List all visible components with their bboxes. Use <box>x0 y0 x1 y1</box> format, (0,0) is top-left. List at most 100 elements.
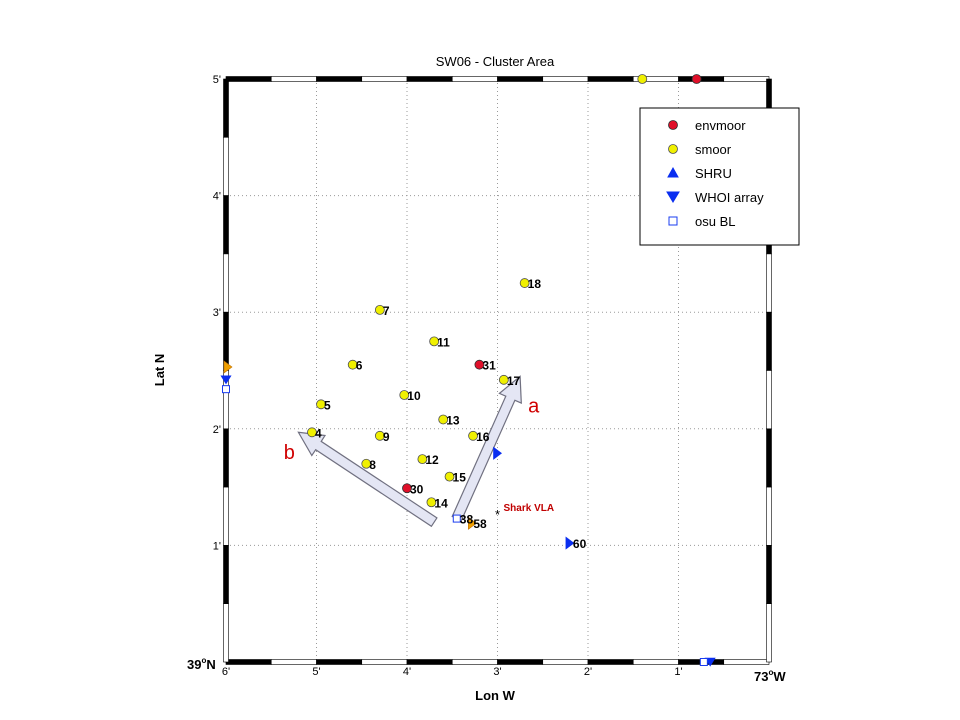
frame-band-bottom <box>632 659 679 665</box>
frame-band-bottom <box>406 659 453 665</box>
frame-band-top <box>587 76 634 82</box>
legend-marker-0 <box>668 120 678 130</box>
frame-band-bottom <box>316 659 363 665</box>
frame-band-right <box>766 311 772 371</box>
y-axis-label: Lat N <box>152 354 167 387</box>
frame-band-right <box>766 428 772 488</box>
smoor-point-label: 7 <box>383 304 390 318</box>
shark-vla-label: Shark VLA <box>504 503 555 514</box>
frame-band-top <box>497 76 544 82</box>
frame-band-left <box>223 137 229 196</box>
osu-bl-point <box>222 385 230 394</box>
smoor-point-label: 12 <box>425 453 439 467</box>
legend-marker-4 <box>668 216 678 226</box>
smoor-point <box>374 304 385 315</box>
arrow-label-b: b <box>284 442 295 464</box>
frame-band-right <box>766 603 772 663</box>
frame-band-right <box>766 486 772 546</box>
smoor-point-label: 16 <box>476 430 490 444</box>
smoor-point-label: 10 <box>407 389 421 403</box>
frame-band-bottom <box>542 659 589 665</box>
smoor-point <box>316 399 326 410</box>
arrow-b <box>297 431 438 528</box>
legend-label-3: WHOI array <box>695 190 764 205</box>
orange-marker-label: 58 <box>473 517 487 531</box>
smoor-point-label: 14 <box>434 496 448 510</box>
x-tick-label: 1' <box>674 666 682 678</box>
smoor-point <box>417 454 428 465</box>
envmoor-point <box>691 74 702 84</box>
frame-band-right <box>766 370 772 430</box>
smoor-point-label: 5 <box>324 398 331 412</box>
corner-lat-suffix: N <box>206 657 215 672</box>
osu-bl-point <box>452 514 461 523</box>
frame-band-right <box>766 545 772 605</box>
frame-band-top <box>316 76 363 82</box>
smoor-point <box>307 427 317 438</box>
smoor-point <box>347 359 358 370</box>
x-tick-label: 4' <box>403 666 411 678</box>
corner-lon-degrees: 73 <box>754 669 768 684</box>
frame-band-top <box>542 76 589 82</box>
envmoor-point-label: 31 <box>482 359 496 373</box>
y-tick-label: 3' <box>213 307 221 319</box>
shru-point-label: 60 <box>573 537 587 551</box>
frame-band-left <box>223 253 229 313</box>
legend-label-1: smoor <box>695 142 732 157</box>
legend-box <box>639 107 800 246</box>
smoor-point <box>637 74 648 84</box>
y-tick-label: 1' <box>213 540 221 552</box>
frame-band-bottom <box>587 659 634 665</box>
x-tick-label: 2' <box>584 666 592 678</box>
legend-label-0: envmoor <box>695 118 746 133</box>
whoi-array-point <box>220 375 232 385</box>
x-tick-label: 3' <box>493 666 501 678</box>
frame-band-bottom <box>270 659 317 665</box>
axis-ticks: 6' 5' 4' 3' 2' 1' 1' 2' 3' 4' 5' <box>213 74 683 678</box>
legend-marker-1 <box>668 144 678 154</box>
frame-band-bottom <box>451 659 498 665</box>
frame-band-top <box>225 76 272 82</box>
orange-marker <box>468 516 477 530</box>
corner-lat-degrees: 39 <box>187 657 201 672</box>
legend-label-2: SHRU <box>695 166 732 181</box>
shru-point <box>565 536 575 550</box>
frame-band-top <box>723 76 770 82</box>
smoor-point-label: 13 <box>446 413 460 427</box>
corner-lon-suffix: W <box>773 669 786 684</box>
frame-band-top <box>406 76 453 82</box>
frame-band-top <box>270 76 317 82</box>
smoor-point <box>426 497 437 508</box>
smoor-point-label: 18 <box>528 277 542 291</box>
x-tick-label: 5' <box>312 666 320 678</box>
frame-band-left <box>223 78 229 138</box>
envmoor-point <box>402 483 412 494</box>
frame-band-left <box>223 545 229 605</box>
smoor-point-label: 15 <box>453 471 467 485</box>
x-axis-label: Lon W <box>475 688 515 703</box>
frame-band-bottom <box>723 659 770 665</box>
smoor-point-label: 9 <box>383 430 390 444</box>
y-tick-label: 2' <box>213 424 221 436</box>
arrows: ab <box>284 375 540 528</box>
osu-bl-point-label: 38 <box>460 513 474 527</box>
smoor-point <box>519 278 530 288</box>
corner-label-lat: 39oN <box>187 656 216 672</box>
smoor-point <box>444 471 455 482</box>
frame-band-top <box>451 76 498 82</box>
frame-band-left <box>223 603 229 663</box>
frame-band-bottom <box>225 659 272 665</box>
chart-title: SW06 - Cluster Area <box>436 54 555 69</box>
legend-marker-3 <box>666 191 680 203</box>
shru-point <box>493 446 502 460</box>
smoor-point <box>498 374 509 385</box>
legend-marker-2 <box>667 166 679 178</box>
smoor-point-label: 11 <box>437 335 450 349</box>
frame-band-left <box>223 195 229 255</box>
frame-band-bottom <box>361 659 408 665</box>
smoor-point <box>429 336 440 347</box>
corner-label-lon: 73oW <box>754 668 786 684</box>
frame-band-left <box>223 428 229 488</box>
smoor-point <box>468 430 478 441</box>
